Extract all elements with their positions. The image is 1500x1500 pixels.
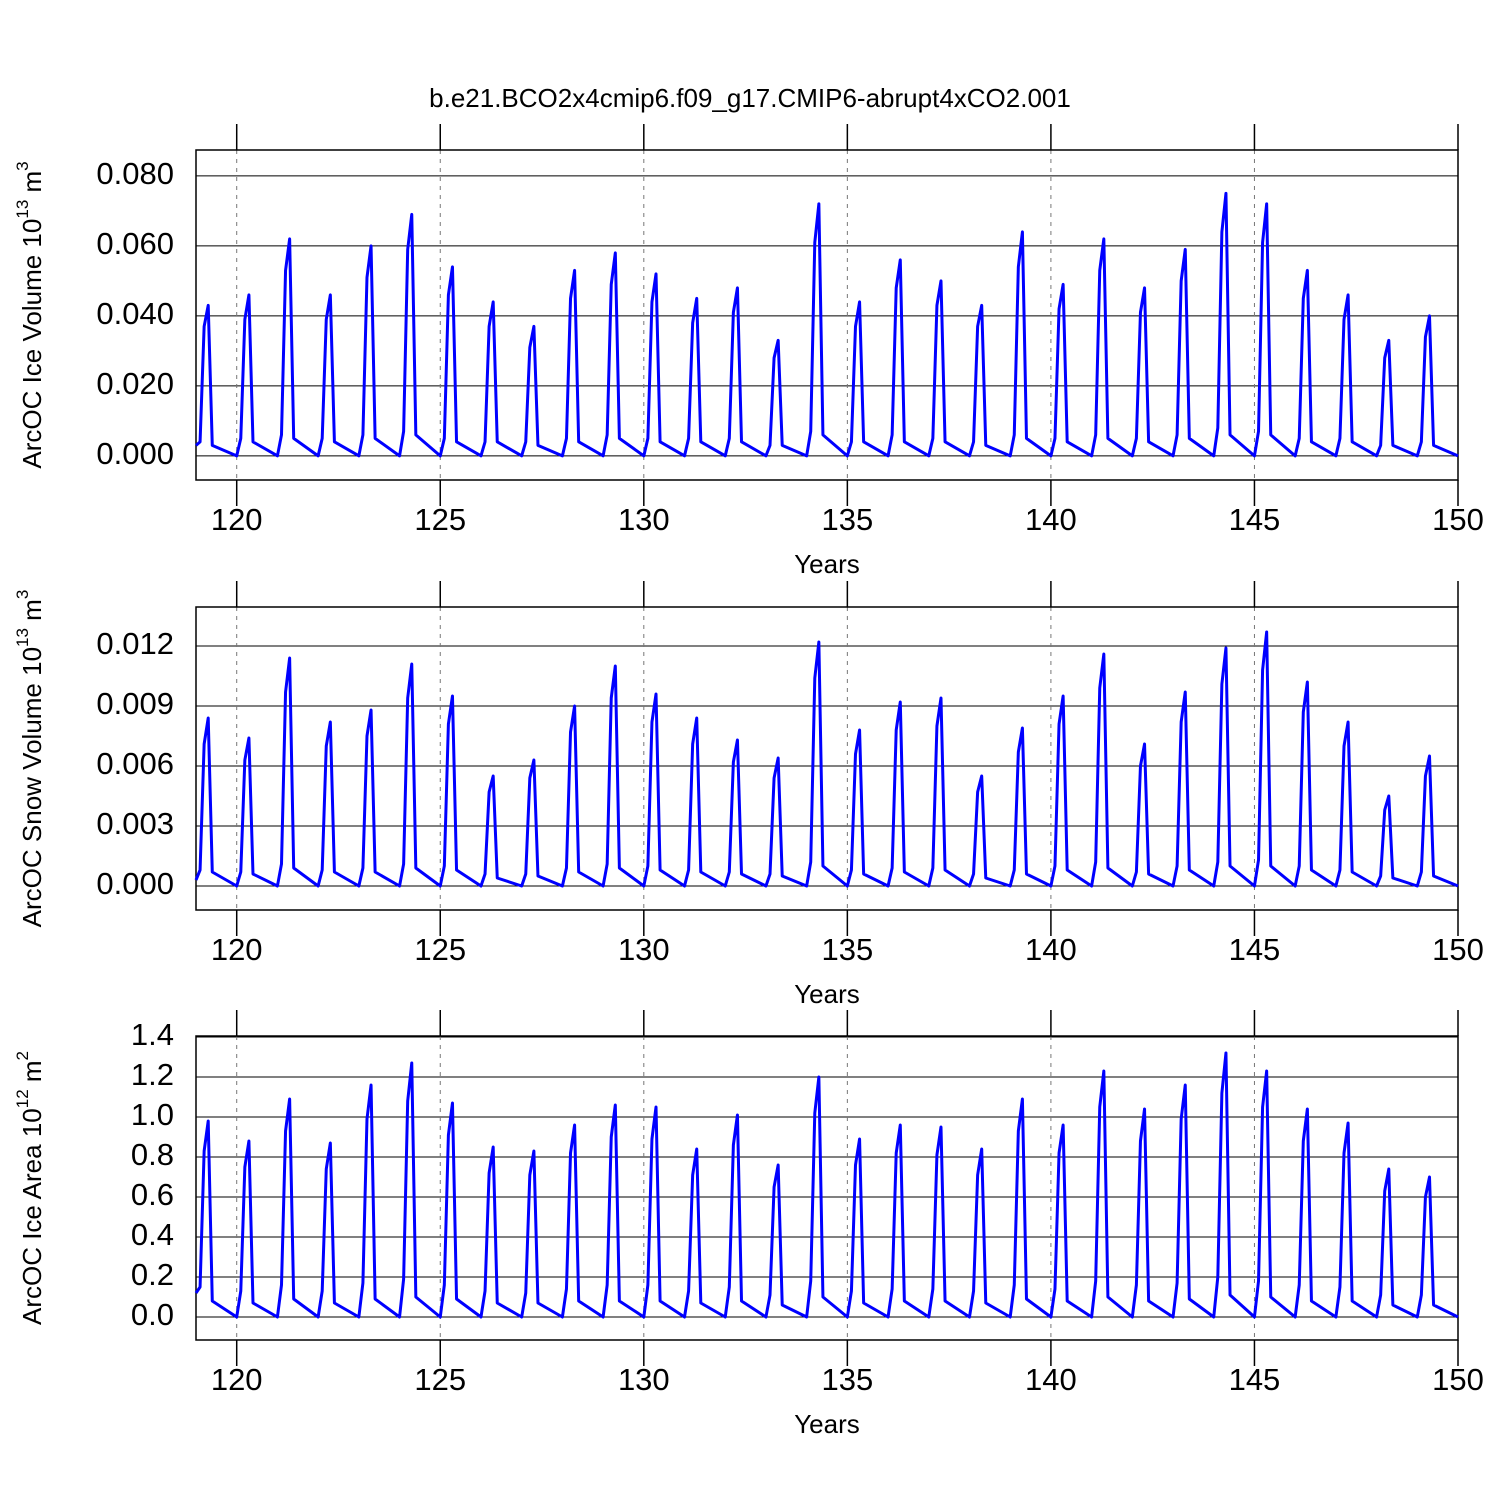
x-tick-label: 130 bbox=[618, 932, 670, 967]
y-axis-label-part: 13 bbox=[13, 200, 32, 219]
plot-frame bbox=[195, 149, 1459, 481]
y-tick-label: 0.009 bbox=[96, 686, 174, 721]
y-tick-label: 1.0 bbox=[131, 1097, 174, 1132]
x-tick-label: 140 bbox=[1025, 932, 1077, 967]
x-tick-label: 150 bbox=[1432, 1362, 1484, 1397]
data-line bbox=[194, 1051, 1459, 1319]
y-tick-label: 0.8 bbox=[131, 1137, 174, 1172]
x-tick-label: 120 bbox=[211, 1362, 263, 1397]
x-tick-label: 145 bbox=[1229, 1362, 1281, 1397]
y-tick-label: 0.006 bbox=[96, 746, 174, 781]
x-tick-label: 120 bbox=[211, 932, 263, 967]
x-tick-label: 120 bbox=[211, 502, 263, 537]
x-axis-label: Years bbox=[794, 549, 860, 579]
y-tick-label: 0.6 bbox=[131, 1177, 174, 1212]
x-tick-label: 150 bbox=[1432, 932, 1484, 967]
plot-frame bbox=[195, 1035, 1459, 1341]
y-tick-label: 0.012 bbox=[96, 626, 174, 661]
y-axis-label: ArcOC Snow Volume 1013 m3 bbox=[13, 590, 46, 928]
x-tick-label: 140 bbox=[1025, 1362, 1077, 1397]
x-tick-label: 140 bbox=[1025, 502, 1077, 537]
y-tick-label: 1.2 bbox=[131, 1057, 174, 1092]
plot-frame bbox=[195, 606, 1459, 911]
y-tick-label: 0.4 bbox=[131, 1217, 174, 1252]
y-tick-label: 0.000 bbox=[96, 436, 174, 471]
y-axis-label: ArcOC Ice Area 1012 m2 bbox=[13, 1051, 46, 1325]
x-axis-label: Years bbox=[794, 979, 860, 1009]
y-axis-label-part: ArcOC Snow Volume 10 bbox=[17, 647, 47, 927]
x-tick-label: 130 bbox=[618, 1362, 670, 1397]
y-axis-label-part: 2 bbox=[13, 1051, 32, 1060]
x-tick-label: 145 bbox=[1229, 502, 1281, 537]
y-axis-label-part: m bbox=[17, 171, 47, 200]
x-tick-label: 130 bbox=[618, 502, 670, 537]
chart-title: b.e21.BCO2x4cmip6.f09_g17.CMIP6-abrupt4x… bbox=[429, 83, 1071, 113]
x-tick-label: 135 bbox=[821, 1362, 873, 1397]
x-tick-label: 135 bbox=[821, 502, 873, 537]
data-line bbox=[194, 630, 1459, 888]
x-axis-label: Years bbox=[794, 1409, 860, 1439]
y-tick-label: 0.0 bbox=[131, 1297, 174, 1332]
y-tick-label: 1.4 bbox=[131, 1017, 174, 1052]
y-axis-label-part: 3 bbox=[13, 590, 32, 599]
y-axis-label-part: m bbox=[17, 599, 47, 628]
data-line bbox=[195, 191, 1459, 458]
y-axis-label-part: ArcOC Ice Area 10 bbox=[17, 1108, 47, 1325]
y-axis-label: ArcOC Ice Volume 1013 m3 bbox=[13, 161, 46, 468]
y-axis-label-part: 12 bbox=[13, 1089, 32, 1108]
y-tick-label: 0.003 bbox=[96, 806, 174, 841]
y-axis-label-part: ArcOC Ice Volume 10 bbox=[17, 219, 47, 469]
y-tick-label: 0.040 bbox=[96, 296, 174, 331]
y-tick-label: 0.000 bbox=[96, 866, 174, 901]
y-tick-label: 0.020 bbox=[96, 366, 174, 401]
x-tick-label: 150 bbox=[1432, 502, 1484, 537]
x-tick-label: 135 bbox=[821, 932, 873, 967]
x-tick-label: 145 bbox=[1229, 932, 1281, 967]
y-axis-label-part: m bbox=[17, 1060, 47, 1089]
x-tick-label: 125 bbox=[414, 932, 466, 967]
x-tick-label: 125 bbox=[414, 1362, 466, 1397]
y-axis-label-part: 3 bbox=[13, 161, 32, 170]
y-tick-label: 0.2 bbox=[131, 1257, 174, 1292]
y-tick-label: 0.060 bbox=[96, 226, 174, 261]
x-tick-label: 125 bbox=[414, 502, 466, 537]
y-tick-label: 0.080 bbox=[96, 156, 174, 191]
y-axis-label-part: 13 bbox=[13, 628, 32, 647]
